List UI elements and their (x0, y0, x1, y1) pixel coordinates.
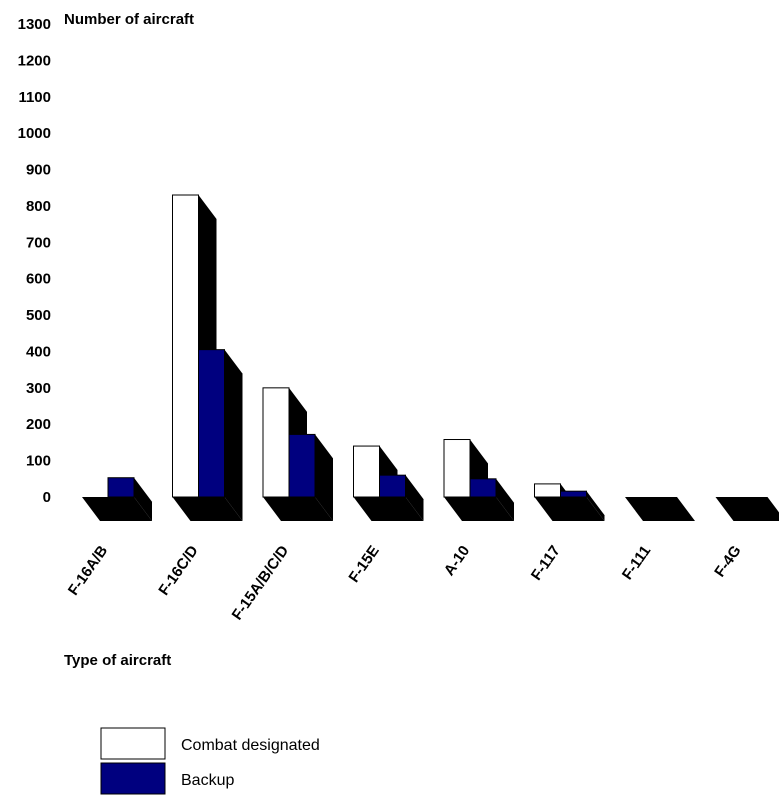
bar-backup-side-0 (134, 477, 152, 521)
bar-backup-side-3 (405, 475, 424, 521)
bar-floor-0 (82, 497, 152, 521)
bar-groups (82, 194, 779, 521)
bar-floor-6 (625, 497, 695, 521)
bar-backup-0 (107, 477, 135, 498)
y-tick-label-9: 900 (26, 162, 51, 179)
bar-backup-side-2 (315, 434, 333, 521)
legend-swatch-combat (100, 727, 166, 760)
x-axis-label: Type of aircraft (64, 652, 171, 669)
y-tick-label-11: 1100 (18, 89, 51, 106)
y-tick-label-12: 1200 (18, 52, 51, 69)
bar-group-1 (172, 194, 243, 521)
bar-backup-side-5 (586, 491, 605, 521)
y-tick-label-13: 1300 (18, 16, 51, 33)
x-tick-label-3: F-15E (345, 543, 382, 586)
y-tick-label-7: 700 (26, 234, 51, 251)
legend-label-combat: Combat designated (181, 737, 320, 754)
y-tick-label-3: 300 (26, 380, 51, 397)
x-tick-label-5: F-117 (528, 543, 564, 584)
bar-combat-2 (262, 387, 290, 498)
bar-combat-1 (172, 194, 199, 498)
y-tick-label-2: 200 (26, 416, 51, 433)
y-tick-label-6: 600 (26, 271, 51, 288)
y-tick-label-4: 400 (26, 343, 51, 360)
y-axis-ticks: 0 100 200 300 400 500 600 700 800 900 1000 1100 1200… (18, 16, 51, 506)
x-tick-label-2: F-15A/B/C/D (229, 542, 293, 623)
legend-label-backup: Backup (181, 772, 234, 789)
x-tick-label-6: F-111 (619, 543, 654, 583)
bar-backup-side-4 (496, 478, 514, 521)
bar-floor-7 (715, 497, 779, 521)
x-tick-label-4: A-10 (441, 543, 474, 579)
bar-group-4 (443, 439, 514, 521)
bar-combat-4 (443, 439, 471, 498)
bar-group-2 (262, 387, 333, 521)
bar-group-7 (715, 497, 779, 521)
y-axis-label: Number of aircraft (64, 11, 194, 28)
y-tick-label-10: 1000 (18, 125, 51, 142)
bar-backup-5 (560, 490, 587, 498)
legend-swatch-backup (100, 762, 166, 795)
bar-backup-3 (379, 474, 406, 498)
bar-backup-2 (288, 433, 316, 498)
x-tick-label-1: F-16C/D (155, 542, 202, 598)
bar-group-6 (625, 497, 695, 521)
x-tick-label-7: F-4G (711, 543, 745, 581)
x-axis-ticks: F-16A/B F-16C/D F-15A/B/C/D F-15E A-10 F-117 F… (65, 542, 745, 623)
bar-backup-side-1 (224, 349, 243, 521)
x-tick-label-0: F-16A/B (65, 542, 112, 598)
bar-group-3 (353, 445, 424, 521)
bar-backup-1 (198, 349, 225, 498)
bar-backup-4 (469, 478, 497, 498)
y-tick-label-8: 800 (26, 198, 51, 215)
bar-group-5 (534, 483, 605, 521)
bar-combat-5 (534, 483, 561, 498)
y-tick-label-5: 500 (26, 307, 51, 324)
y-tick-label-0: 0 (43, 489, 51, 506)
bar-group-0 (82, 477, 152, 521)
y-tick-label-1: 100 (26, 453, 51, 470)
legend: Combat designated Backup (100, 727, 320, 795)
bar-combat-3 (353, 445, 380, 498)
